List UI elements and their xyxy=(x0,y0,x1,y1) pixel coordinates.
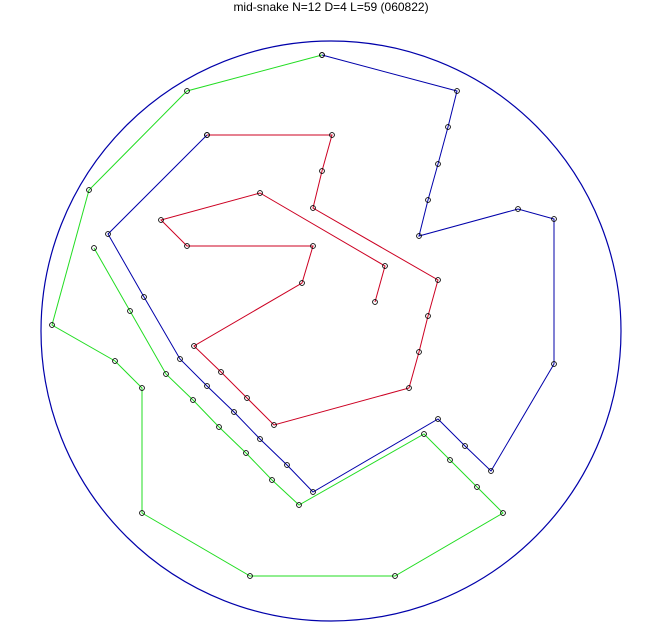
blue-segment-node-marker xyxy=(488,468,494,474)
green-segment-node-marker xyxy=(269,477,275,483)
green-segment-node-marker xyxy=(86,187,92,193)
green-segment-node-marker xyxy=(500,510,506,516)
red-segment-node-marker xyxy=(184,243,190,249)
blue-segment-node-marker xyxy=(435,161,441,167)
green-segment-node-marker xyxy=(127,308,133,314)
blue-segment-node-marker xyxy=(105,231,111,237)
blue-segment-node-marker xyxy=(319,52,325,58)
red-segment-node-marker xyxy=(329,132,335,138)
red-segment-node-marker xyxy=(310,243,316,249)
red-segment-node-marker xyxy=(310,205,316,211)
green-segment-node-marker xyxy=(243,450,249,456)
red-segment-node-marker xyxy=(435,277,441,283)
red-segment-node-marker xyxy=(416,349,422,355)
red-segment-node-marker xyxy=(319,168,325,174)
blue-segment-node-marker xyxy=(141,294,147,300)
blue-segment-node-marker xyxy=(551,361,557,367)
blue-segment-node-marker xyxy=(416,233,422,239)
red-segment-node-marker xyxy=(299,280,305,286)
blue-segment-node-marker xyxy=(445,124,451,130)
green-segment-node-marker xyxy=(190,397,196,403)
blue-segment-node-marker xyxy=(231,409,237,415)
blue-segment-node-marker xyxy=(515,206,521,212)
red-segment-node-marker xyxy=(244,395,250,401)
red-segment-node-marker xyxy=(382,263,388,269)
green-segment-node-marker xyxy=(139,385,145,391)
red-segment-node-marker xyxy=(158,217,164,223)
green-segment-node-marker xyxy=(447,457,453,463)
blue-segment-node-marker xyxy=(284,462,290,468)
green-segment-node-marker xyxy=(112,358,118,364)
blue-segment-node-marker xyxy=(462,443,468,449)
red-segment-node-marker xyxy=(425,313,431,319)
red-segment-node-marker xyxy=(204,132,210,138)
blue-segment-node-marker xyxy=(425,197,431,203)
red-segment-node-marker xyxy=(191,343,197,349)
blue-segment-node-marker xyxy=(551,216,557,222)
green-segment-node-marker xyxy=(184,88,190,94)
green-segment-node-marker xyxy=(216,424,222,430)
green-segment-node-marker xyxy=(392,573,398,579)
blue-segment-node-marker xyxy=(177,356,183,362)
blue-segment-node-marker xyxy=(310,489,316,495)
blue-segment xyxy=(107,54,555,493)
red-segment-node-marker xyxy=(372,299,378,305)
red-segment-node-marker xyxy=(271,422,277,428)
blue-segment-node-marker xyxy=(454,88,460,94)
green-segment-node-marker xyxy=(296,502,302,508)
green-segment-node-marker xyxy=(163,371,169,377)
green-segment-node-marker xyxy=(91,245,97,251)
green-segment-node-marker xyxy=(247,573,253,579)
red-segment-node-marker xyxy=(406,385,412,391)
blue-segment-node-marker xyxy=(204,383,210,389)
green-segment-node-marker xyxy=(421,431,427,437)
green-segment-node-marker xyxy=(49,322,55,328)
green-segment xyxy=(51,54,504,577)
red-segment xyxy=(160,134,439,426)
diagram-title: mid-snake N=12 D=4 L=59 (060822) xyxy=(233,0,429,14)
boundary-circle xyxy=(40,40,622,622)
red-segment-node-marker xyxy=(218,369,224,375)
green-segment-node-marker xyxy=(474,484,480,490)
blue-segment-node-marker xyxy=(257,436,263,442)
green-segment-node-marker xyxy=(139,510,145,516)
blue-segment-node-marker xyxy=(435,416,441,422)
red-segment-node-marker xyxy=(257,190,263,196)
